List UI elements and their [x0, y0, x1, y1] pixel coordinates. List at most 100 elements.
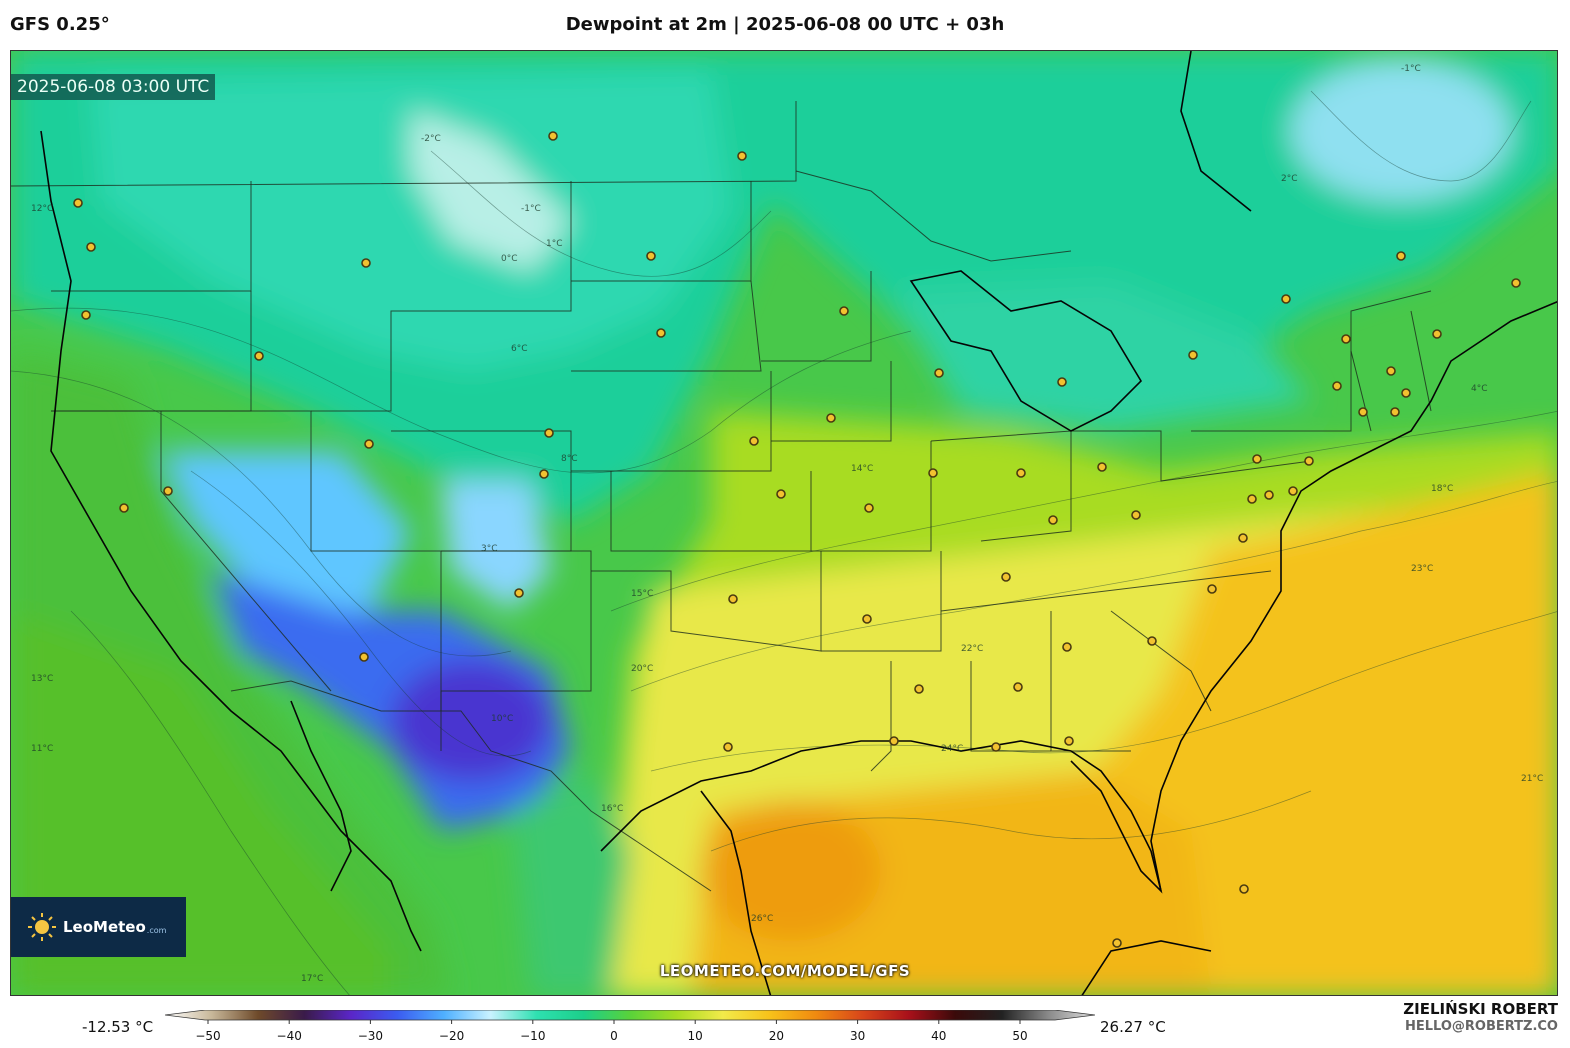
contour-label: 6°C: [511, 344, 528, 354]
city-marker: [73, 198, 83, 208]
city-marker: [1131, 510, 1141, 520]
city-marker: [1432, 329, 1442, 339]
city-marker: [254, 351, 264, 361]
contour-label: 10°C: [491, 714, 513, 724]
contour-label: 20°C: [631, 664, 653, 674]
contour-label: -1°C: [521, 204, 541, 214]
contour-label: 4°C: [1471, 384, 1488, 394]
colorbar-tick-label: 20: [769, 1029, 784, 1043]
city-marker: [514, 588, 524, 598]
dewpoint-map[interactable]: 12°C -1°C 0°C 1°C 2°C 4°C 6°C 3°C 8°C 10…: [10, 50, 1558, 996]
contour-label: 21°C: [1521, 774, 1543, 784]
model-label: GFS 0.25°: [10, 14, 110, 35]
city-marker: [864, 503, 874, 513]
author-name: ZIELIŃSKI ROBERT: [1403, 1000, 1558, 1018]
city-marker: [1390, 407, 1400, 417]
city-marker: [1511, 278, 1521, 288]
city-marker: [1064, 736, 1074, 746]
city-marker: [826, 413, 836, 423]
colorbar-tick-label: −40: [277, 1029, 302, 1043]
dewpoint-field: [11, 51, 1557, 995]
city-marker: [723, 742, 733, 752]
city-marker: [1097, 462, 1107, 472]
colorbar-tick-label: 50: [1012, 1029, 1027, 1043]
city-marker: [1188, 350, 1198, 360]
contour-label: 16°C: [601, 804, 623, 814]
contour-label: 22°C: [961, 644, 983, 654]
colorbar-ticks: −50 −40 −30 −20 −10 0 10 20 30 40 50: [195, 1020, 1028, 1043]
city-marker: [1281, 294, 1291, 304]
city-marker: [1016, 468, 1026, 478]
colorbar: −50 −40 −30 −20 −10 0 10 20 30 40 50: [165, 1010, 1095, 1043]
source-url-watermark: LEOMETEO.COM/MODEL/GFS: [659, 962, 911, 980]
city-marker: [1332, 381, 1342, 391]
city-marker: [889, 736, 899, 746]
city-marker: [1288, 486, 1298, 496]
contour-label: 26°C: [751, 914, 773, 924]
city-marker: [1207, 584, 1217, 594]
city-marker: [119, 503, 129, 513]
colorbar-tick-label: 10: [688, 1029, 703, 1043]
city-marker: [1147, 636, 1157, 646]
city-markers: [73, 131, 1521, 948]
boundary-lines: [11, 101, 1432, 892]
contour-label: 11°C: [31, 744, 53, 754]
contour-label: 0°C: [501, 254, 518, 264]
city-marker: [1252, 454, 1262, 464]
author-email: HELLO@ROBERTZ.CO: [1404, 1019, 1558, 1034]
colorbar-tick-label: −10: [520, 1029, 545, 1043]
colorbar-tick-label: −50: [195, 1029, 220, 1043]
city-marker: [1264, 490, 1274, 500]
colorbar-tick-label: 30: [850, 1029, 865, 1043]
city-marker: [544, 428, 554, 438]
valid-time-badge: 2025-06-08 03:00 UTC: [11, 74, 216, 100]
contour-label: 23°C: [1411, 564, 1433, 574]
city-marker: [1112, 938, 1122, 948]
city-marker: [1001, 572, 1011, 582]
city-marker: [656, 328, 666, 338]
city-marker: [163, 486, 173, 496]
city-marker: [1386, 366, 1396, 376]
city-marker: [1057, 377, 1067, 387]
city-marker: [539, 469, 549, 479]
leometeo-logo[interactable]: LeoMeteo .com: [11, 897, 186, 957]
logo-suffix: .com: [146, 925, 167, 935]
city-marker: [839, 306, 849, 316]
city-marker: [776, 489, 786, 499]
city-marker: [1247, 494, 1257, 504]
contour-label: 2°C: [1281, 174, 1298, 184]
city-marker: [1048, 515, 1058, 525]
city-marker: [1062, 642, 1072, 652]
city-marker: [737, 151, 747, 161]
city-marker: [86, 242, 96, 252]
city-marker: [1239, 884, 1249, 894]
contour-label: 13°C: [31, 674, 53, 684]
contour-label: 8°C: [561, 454, 578, 464]
city-marker: [934, 368, 944, 378]
city-marker: [749, 436, 759, 446]
city-marker: [1401, 388, 1411, 398]
contour-label: 24°C: [941, 744, 963, 754]
city-marker: [1341, 334, 1351, 344]
city-marker: [81, 310, 91, 320]
colorbar-gradient: [165, 1010, 1095, 1021]
colorbar-tick-label: −20: [439, 1029, 464, 1043]
sun-icon: [28, 913, 56, 941]
contour-label: -2°C: [421, 134, 441, 144]
map-canvas: 12°C -1°C 0°C 1°C 2°C 4°C 6°C 3°C 8°C 10…: [11, 51, 1557, 995]
city-marker: [1304, 456, 1314, 466]
city-marker: [1396, 251, 1406, 261]
city-marker: [991, 742, 1001, 752]
city-marker: [1013, 682, 1023, 692]
city-marker: [548, 131, 558, 141]
colorbar-tick-label: 40: [931, 1029, 946, 1043]
contour-label: 3°C: [481, 544, 498, 554]
city-marker: [1358, 407, 1368, 417]
city-marker: [914, 684, 924, 694]
contour-label: 12°C: [31, 204, 53, 214]
colorbar-max-label: 26.27 °C: [1100, 1018, 1166, 1036]
contour-label: 18°C: [1431, 484, 1453, 494]
contour-labels: 12°C -1°C 0°C 1°C 2°C 4°C 6°C 3°C 8°C 10…: [31, 64, 1543, 984]
coastlines: [40, 51, 1557, 995]
city-marker: [646, 251, 656, 261]
